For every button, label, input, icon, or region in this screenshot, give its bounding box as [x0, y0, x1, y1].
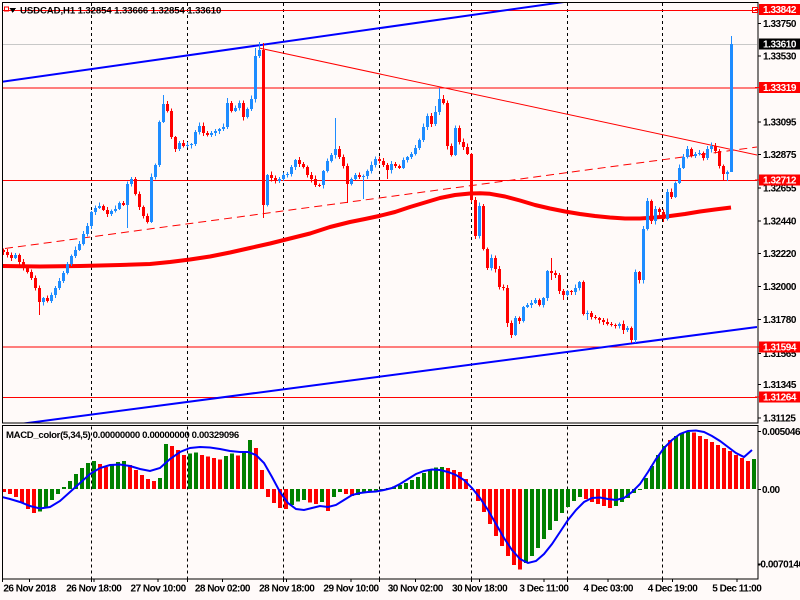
- svg-text:1.32220: 1.32220: [763, 249, 797, 260]
- svg-text:4 Dec 19:00: 4 Dec 19:00: [648, 584, 698, 595]
- svg-text:28 Nov 02:00: 28 Nov 02:00: [195, 584, 251, 595]
- svg-text:1.31780: 1.31780: [763, 315, 797, 326]
- svg-text:29 Nov 10:00: 29 Nov 10:00: [323, 584, 379, 595]
- svg-text:-0.0070140: -0.0070140: [758, 560, 800, 571]
- svg-text:USDCAD,H1 1.32854 1.33666 1.3: USDCAD,H1 1.32854 1.33666 1.32854 1.3361…: [20, 6, 221, 17]
- svg-text:30 Nov 02:00: 30 Nov 02:00: [388, 584, 444, 595]
- svg-text:1.33530: 1.33530: [763, 52, 797, 63]
- svg-text:30 Nov 18:00: 30 Nov 18:00: [452, 584, 508, 595]
- svg-text:26 Nov 18:00: 26 Nov 18:00: [66, 584, 122, 595]
- svg-text:28 Nov 18:00: 28 Nov 18:00: [259, 584, 315, 595]
- svg-text:1.31594: 1.31594: [763, 343, 797, 354]
- svg-text:1.32875: 1.32875: [763, 150, 797, 161]
- svg-text:1.33842: 1.33842: [763, 5, 797, 16]
- svg-text:1.31565: 1.31565: [763, 349, 797, 360]
- svg-text:1.33319: 1.33319: [763, 83, 797, 94]
- svg-text:1.31345: 1.31345: [763, 380, 797, 391]
- svg-text:1.31264: 1.31264: [763, 393, 797, 404]
- svg-text:1.32000: 1.32000: [763, 282, 797, 293]
- svg-text:MACD_color(5,34,5) 0.00000000: MACD_color(5,34,5) 0.00000000 0.00000000…: [6, 430, 239, 441]
- svg-text:1.31125: 1.31125: [763, 414, 796, 425]
- svg-text:1.33095: 1.33095: [763, 118, 797, 129]
- svg-text:4 Dec 03:00: 4 Dec 03:00: [583, 584, 633, 595]
- svg-text:27 Nov 10:00: 27 Nov 10:00: [131, 584, 187, 595]
- svg-text:1.33610: 1.33610: [763, 40, 797, 51]
- svg-text:3 Dec 11:00: 3 Dec 11:00: [519, 584, 569, 595]
- svg-text:5 Dec 11:00: 5 Dec 11:00: [712, 584, 762, 595]
- svg-text:1.32712: 1.32712: [763, 176, 797, 187]
- svg-text:1.32440: 1.32440: [763, 217, 797, 228]
- svg-text:1.32655: 1.32655: [763, 184, 797, 195]
- svg-text:0.00: 0.00: [762, 485, 781, 496]
- svg-text:26 Nov 2018: 26 Nov 2018: [3, 584, 56, 595]
- svg-text:1.33750: 1.33750: [763, 19, 797, 30]
